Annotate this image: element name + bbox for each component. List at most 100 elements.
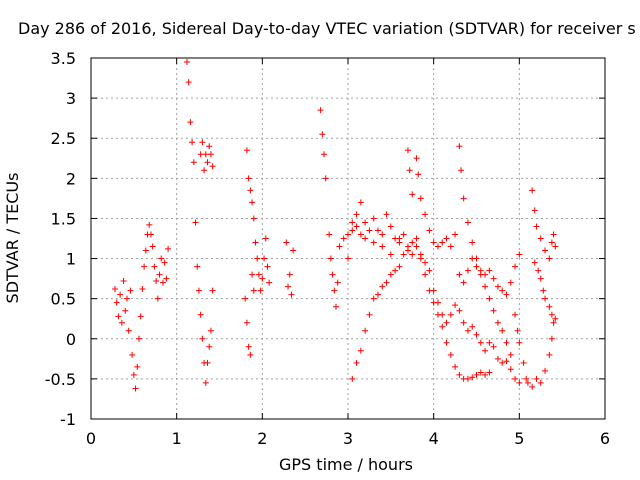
data-point (349, 375, 356, 382)
y-tick-label: 0 (66, 330, 76, 349)
data-point (469, 323, 476, 330)
data-point (163, 275, 170, 282)
data-point (387, 251, 394, 258)
data-point (439, 239, 446, 246)
data-point (201, 167, 208, 174)
data-point (552, 243, 559, 250)
data-point (290, 247, 297, 254)
data-point (520, 359, 527, 366)
data-point (546, 351, 553, 358)
x-tick-label: 4 (429, 429, 439, 448)
data-point (243, 147, 250, 154)
data-point (146, 221, 153, 228)
data-point (531, 259, 538, 266)
data-point (396, 235, 403, 242)
y-tick-label: -0.5 (45, 370, 76, 389)
data-point (396, 263, 403, 270)
data-point (430, 239, 437, 246)
data-point (254, 255, 261, 262)
data-point (392, 267, 399, 274)
data-point (120, 278, 127, 285)
data-point (288, 291, 295, 298)
data-point (362, 219, 369, 226)
data-point (249, 271, 256, 278)
data-point (533, 223, 540, 230)
data-point (333, 303, 340, 310)
data-point (473, 263, 480, 270)
data-point (379, 283, 386, 290)
data-point (531, 207, 538, 214)
data-point (434, 311, 441, 318)
data-point (379, 231, 386, 238)
data-point (111, 286, 118, 293)
data-point (417, 195, 424, 202)
data-point (447, 311, 454, 318)
data-point (537, 275, 544, 282)
data-point (413, 235, 420, 242)
data-point (285, 283, 292, 290)
data-point (548, 239, 555, 246)
x-tick-label: 3 (343, 429, 353, 448)
data-point (255, 271, 262, 278)
data-point (540, 287, 547, 294)
data-point (447, 351, 454, 358)
data-point (537, 235, 544, 242)
data-point (185, 79, 192, 86)
data-point (123, 295, 130, 302)
chart-title: Day 286 of 2016, Sidereal Day-to-day VTE… (18, 19, 636, 38)
data-point (366, 311, 373, 318)
data-point (206, 343, 213, 350)
data-point (202, 379, 209, 386)
data-point (264, 263, 271, 270)
y-tick-label: 3 (66, 89, 76, 108)
data-point (447, 243, 454, 250)
data-point (127, 287, 134, 294)
data-point (250, 215, 257, 222)
y-axis-label: SDTVAR / TECUs (3, 173, 22, 304)
data-point (286, 271, 293, 278)
data-point (319, 131, 326, 138)
data-point (194, 263, 201, 270)
data-point (404, 147, 411, 154)
data-point (204, 359, 211, 366)
y-tick-label: 1.5 (51, 209, 76, 228)
data-point (370, 215, 377, 222)
x-tick-label: 0 (86, 429, 96, 448)
data-point (204, 159, 211, 166)
data-point (430, 299, 437, 306)
data-point (486, 295, 493, 302)
data-point (207, 327, 214, 334)
data-point (422, 211, 429, 218)
data-point (439, 323, 446, 330)
data-point (464, 375, 471, 382)
data-point (456, 271, 463, 278)
data-point (113, 299, 120, 306)
data-point (257, 287, 264, 294)
data-point (130, 371, 137, 378)
data-point (482, 371, 489, 378)
data-point (516, 251, 523, 258)
data-point (524, 379, 531, 386)
data-point (512, 263, 519, 270)
data-point (353, 211, 360, 218)
data-point (165, 245, 172, 252)
data-point (129, 351, 136, 358)
data-point (125, 327, 132, 334)
data-point (546, 255, 553, 262)
data-point (247, 351, 254, 358)
data-point (245, 343, 252, 350)
data-point (503, 339, 510, 346)
data-point (516, 379, 523, 386)
data-point (482, 347, 489, 354)
data-point (242, 295, 249, 302)
data-point (331, 287, 338, 294)
data-point (499, 287, 506, 294)
data-point (383, 211, 390, 218)
data-point (529, 383, 536, 390)
data-point (552, 315, 559, 322)
data-point (426, 287, 433, 294)
data-point (503, 358, 510, 365)
data-point (151, 263, 158, 270)
data-point (452, 231, 459, 238)
data-point (514, 327, 521, 334)
